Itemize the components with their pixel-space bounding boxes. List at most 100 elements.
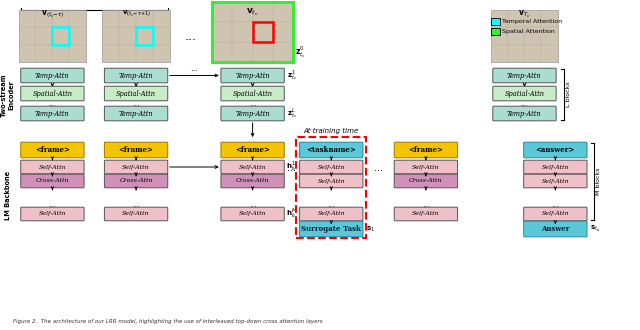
Text: Self-Attn: Self-Attn	[317, 212, 345, 216]
FancyBboxPatch shape	[20, 68, 84, 83]
Text: Cross-Attn: Cross-Attn	[119, 179, 153, 183]
Text: <answer>: <answer>	[536, 146, 575, 154]
Text: Figure 2.  The architecture of our LRR model, highlighting the use of interleave: Figure 2. The architecture of our LRR mo…	[13, 319, 322, 324]
Text: <frame>: <frame>	[35, 146, 70, 154]
FancyBboxPatch shape	[300, 160, 363, 174]
Text: Self-Attn: Self-Attn	[122, 212, 150, 216]
Text: ···: ···	[422, 204, 430, 213]
FancyBboxPatch shape	[524, 221, 587, 237]
Text: Cross-Attn: Cross-Attn	[236, 179, 269, 183]
Text: L blocks: L blocks	[566, 82, 572, 107]
Bar	[253, 22, 273, 42]
Text: Temp-Attn: Temp-Attn	[236, 110, 270, 117]
Text: ···: ···	[190, 67, 198, 76]
Text: ···: ···	[374, 166, 383, 176]
Text: Self-Attn: Self-Attn	[38, 164, 66, 170]
FancyBboxPatch shape	[493, 68, 556, 83]
Bar	[491, 10, 558, 62]
Text: Self-Attn: Self-Attn	[122, 164, 150, 170]
Text: Temp-Attn: Temp-Attn	[35, 110, 70, 117]
Text: ···: ···	[132, 103, 140, 112]
Text: At training time: At training time	[303, 128, 359, 134]
FancyBboxPatch shape	[221, 174, 284, 188]
Text: Spatial-Attn: Spatial-Attn	[504, 89, 545, 97]
Text: Answer: Answer	[541, 225, 570, 233]
FancyBboxPatch shape	[20, 207, 84, 221]
FancyBboxPatch shape	[104, 160, 168, 174]
FancyBboxPatch shape	[20, 86, 84, 101]
Text: $\mathbf{v}_{(t_v\!-\!\tau\!+\!1)}$: $\mathbf{v}_{(t_v\!-\!\tau\!+\!1)}$	[122, 8, 150, 18]
Text: ···: ···	[249, 204, 257, 213]
Bar	[212, 2, 293, 62]
Text: ···: ···	[49, 204, 56, 213]
Text: Temp-Attn: Temp-Attn	[119, 110, 154, 117]
FancyBboxPatch shape	[104, 106, 168, 121]
Bar	[491, 18, 500, 25]
Text: Temp-Attn: Temp-Attn	[119, 72, 154, 80]
FancyBboxPatch shape	[394, 142, 458, 158]
FancyBboxPatch shape	[524, 160, 587, 174]
Text: Temporal Attention: Temporal Attention	[502, 19, 562, 24]
Text: $\mathbf{z}^L_{t_v}$: $\mathbf{z}^L_{t_v}$	[287, 107, 298, 121]
Text: ···: ···	[132, 204, 140, 213]
FancyBboxPatch shape	[221, 160, 284, 174]
Text: ···: ···	[552, 204, 559, 213]
FancyBboxPatch shape	[20, 174, 84, 188]
FancyBboxPatch shape	[394, 174, 458, 188]
Text: <frame>: <frame>	[235, 146, 270, 154]
Text: ...: ...	[185, 29, 197, 43]
FancyBboxPatch shape	[394, 160, 458, 174]
Text: $\mathbf{z}^0_{t_v}$: $\mathbf{z}^0_{t_v}$	[296, 44, 307, 60]
Text: Self-Attn: Self-Attn	[317, 164, 345, 170]
Text: Self-Attn: Self-Attn	[412, 164, 440, 170]
Text: Self-Attn: Self-Attn	[541, 179, 569, 183]
FancyBboxPatch shape	[221, 142, 284, 158]
Text: Self-Attn: Self-Attn	[541, 212, 569, 216]
Bar	[52, 27, 69, 45]
FancyBboxPatch shape	[493, 106, 556, 121]
Text: Cross-Attn: Cross-Attn	[36, 179, 69, 183]
FancyBboxPatch shape	[20, 106, 84, 121]
FancyBboxPatch shape	[104, 86, 168, 101]
Text: $\mathbf{s}_1$: $\mathbf{s}_1$	[366, 224, 375, 234]
Bar	[136, 27, 153, 45]
Text: Self-Attn: Self-Attn	[239, 164, 266, 170]
Text: Temp-Attn: Temp-Attn	[507, 110, 542, 117]
Text: Self-Attn: Self-Attn	[412, 212, 440, 216]
Text: Temp-Attn: Temp-Attn	[507, 72, 542, 80]
FancyBboxPatch shape	[221, 106, 284, 121]
Text: Cross-Attn: Cross-Attn	[409, 179, 443, 183]
FancyBboxPatch shape	[300, 142, 363, 158]
Text: M blocks: M blocks	[596, 168, 601, 195]
Text: ···: ···	[287, 166, 296, 176]
Text: Spatial-Attn: Spatial-Attn	[232, 89, 273, 97]
Text: Spatial Attention: Spatial Attention	[502, 29, 554, 34]
Text: <frame>: <frame>	[408, 146, 444, 154]
FancyBboxPatch shape	[300, 174, 363, 188]
Bar	[212, 2, 293, 62]
Text: $\mathbf{v}_{(t_v\!-\!\tau)}$: $\mathbf{v}_{(t_v\!-\!\tau)}$	[41, 8, 64, 19]
Text: Temp-Attn: Temp-Attn	[236, 72, 270, 80]
Text: ···: ···	[327, 204, 335, 213]
FancyBboxPatch shape	[394, 207, 458, 221]
Text: Surrogate Task: Surrogate Task	[301, 225, 361, 233]
FancyBboxPatch shape	[20, 142, 84, 158]
Text: Temp-Attn: Temp-Attn	[35, 72, 70, 80]
Text: LM Backbone: LM Backbone	[4, 170, 11, 219]
FancyBboxPatch shape	[221, 68, 284, 83]
Text: ···: ···	[49, 103, 56, 112]
Bar	[102, 10, 170, 62]
Bar	[19, 10, 86, 62]
Text: $\mathbf{h}^1_{t_v}$: $\mathbf{h}^1_{t_v}$	[287, 160, 298, 174]
Text: $\mathbf{v}_{T_v}$: $\mathbf{v}_{T_v}$	[518, 8, 531, 19]
FancyBboxPatch shape	[20, 160, 84, 174]
FancyBboxPatch shape	[493, 86, 556, 101]
FancyBboxPatch shape	[221, 207, 284, 221]
Text: $\mathbf{z}^1_{t_v}$: $\mathbf{z}^1_{t_v}$	[287, 69, 298, 83]
Text: <frame>: <frame>	[118, 146, 154, 154]
Text: Self-Attn: Self-Attn	[317, 179, 345, 183]
Text: ···: ···	[520, 103, 529, 112]
Text: Two-stream
Encoder: Two-stream Encoder	[1, 73, 14, 117]
FancyBboxPatch shape	[300, 221, 363, 237]
FancyBboxPatch shape	[300, 207, 363, 221]
